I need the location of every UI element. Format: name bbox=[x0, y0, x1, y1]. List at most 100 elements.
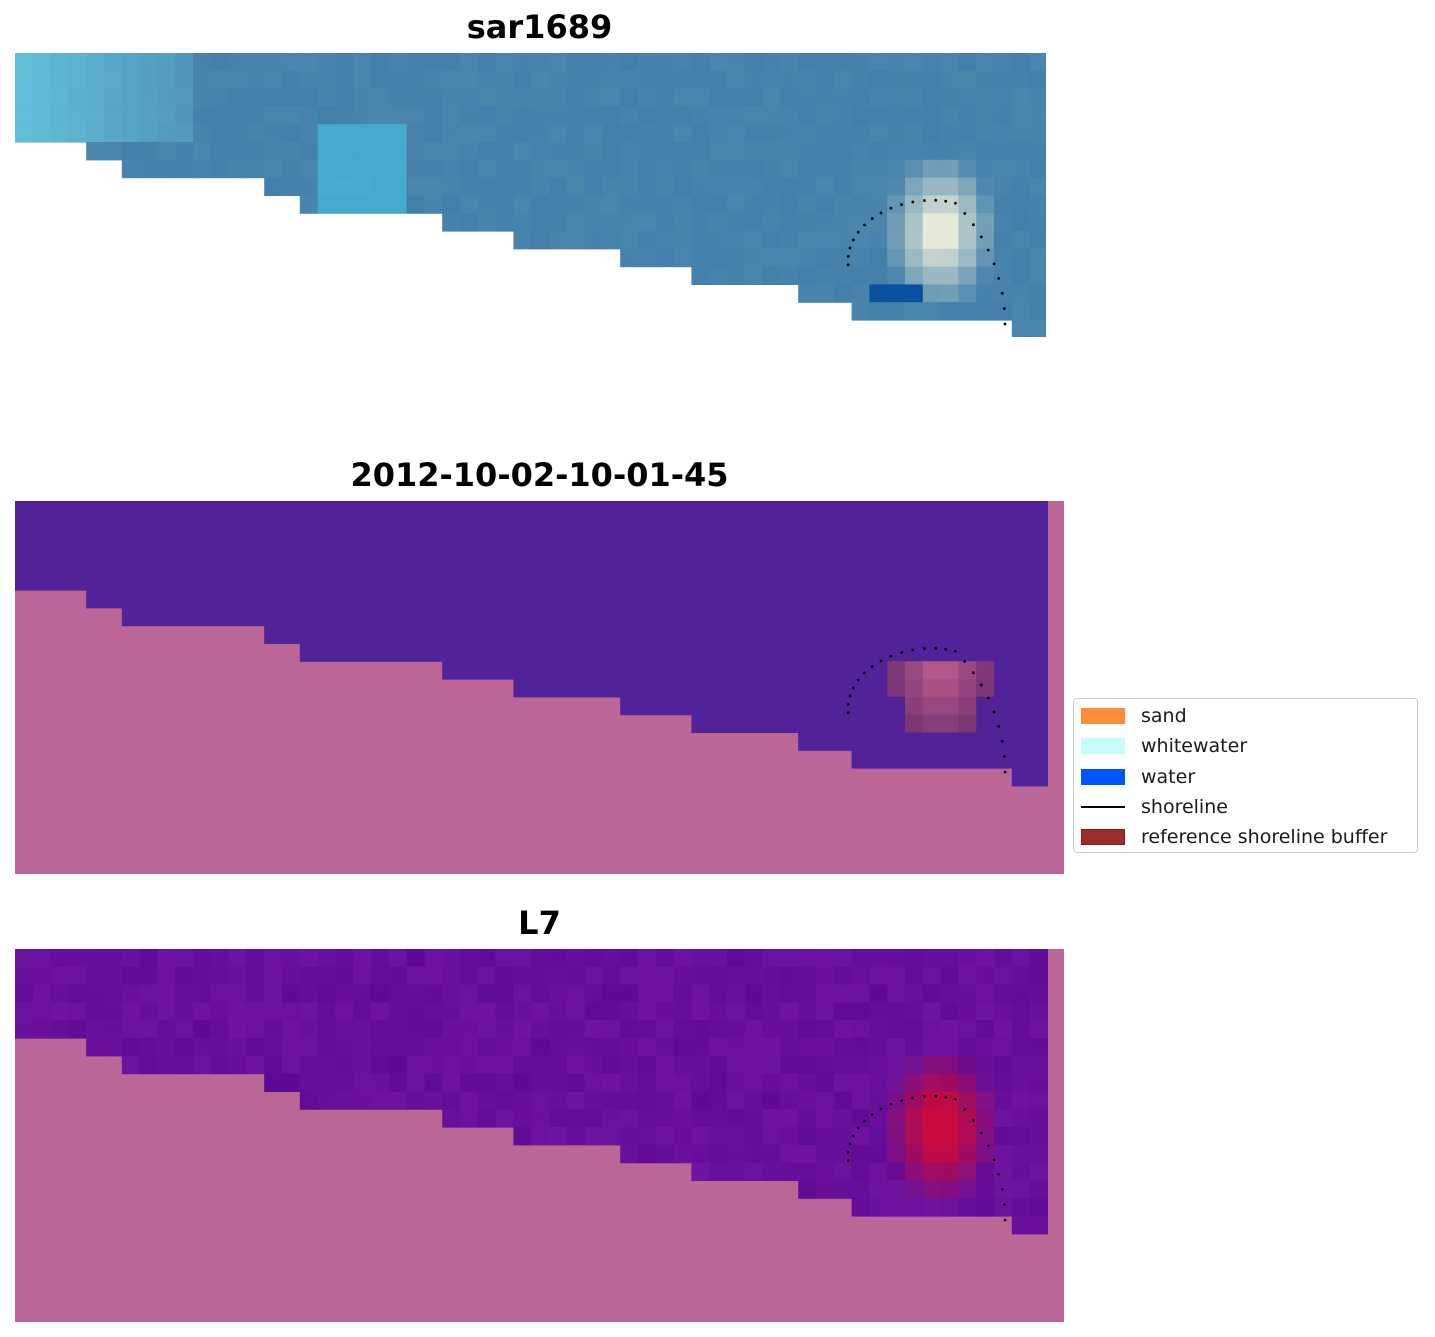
raster-pixel bbox=[513, 1002, 532, 1021]
raster-pixel bbox=[887, 248, 906, 268]
panel-title-3: L7 bbox=[518, 904, 561, 942]
raster-pixel bbox=[816, 501, 835, 520]
raster-pixel bbox=[442, 106, 461, 125]
shoreline-dot bbox=[997, 276, 1001, 280]
raster-pixel bbox=[335, 1002, 354, 1021]
raster-pixel bbox=[887, 1020, 906, 1039]
raster-pixel bbox=[816, 1127, 835, 1146]
raster-pixel bbox=[299, 124, 319, 143]
raster-pixel bbox=[460, 554, 479, 573]
raster-pixel bbox=[709, 1162, 728, 1181]
shoreline-dot bbox=[963, 1108, 967, 1111]
raster-pixel bbox=[833, 984, 853, 1003]
reference-buffer-swatch bbox=[1081, 829, 1125, 845]
raster-pixel bbox=[620, 966, 639, 986]
raster-pixel bbox=[566, 1055, 586, 1075]
raster-pixel bbox=[976, 1038, 995, 1057]
raster-pixel bbox=[994, 607, 1013, 627]
raster-pixel bbox=[727, 124, 746, 143]
raster-pixel bbox=[744, 1038, 764, 1057]
raster-pixel bbox=[976, 53, 995, 72]
shoreline-dot bbox=[986, 696, 990, 700]
raster-pixel bbox=[68, 949, 87, 968]
raster-pixel bbox=[371, 142, 390, 161]
classified-image-panel bbox=[15, 501, 1064, 874]
raster-pixel bbox=[424, 1091, 443, 1110]
raster-pixel bbox=[299, 607, 319, 627]
raster-pixel bbox=[798, 213, 817, 232]
raster-pixel bbox=[32, 106, 52, 125]
shoreline-dot bbox=[856, 230, 860, 234]
raster-pixel bbox=[1029, 1038, 1048, 1057]
raster-pixel bbox=[566, 1002, 586, 1021]
raster-pixel bbox=[833, 661, 853, 680]
raster-pixel bbox=[1011, 536, 1031, 555]
raster-pixel bbox=[121, 1055, 141, 1075]
raster-pixel bbox=[833, 70, 853, 90]
raster-pixel bbox=[638, 213, 657, 232]
raster-pixel bbox=[335, 590, 354, 609]
raster-pixel bbox=[709, 248, 728, 268]
raster-pixel bbox=[1029, 106, 1046, 125]
raster-pixel bbox=[442, 661, 461, 680]
raster-pixel bbox=[531, 159, 550, 179]
raster-pixel bbox=[264, 984, 283, 1003]
raster-pixel bbox=[371, 984, 390, 1003]
raster-pixel bbox=[406, 1055, 425, 1075]
raster-pixel bbox=[709, 1038, 728, 1057]
raster-pixel bbox=[1029, 750, 1048, 769]
raster-pixel bbox=[602, 142, 621, 161]
raster-pixel bbox=[762, 1073, 781, 1092]
raster-pixel bbox=[798, 124, 817, 143]
raster-pixel bbox=[32, 124, 52, 143]
raster-pixel bbox=[655, 88, 675, 107]
raster-pixel bbox=[922, 284, 942, 303]
raster-pixel bbox=[282, 966, 301, 986]
raster-pixel bbox=[762, 1127, 781, 1146]
raster-pixel bbox=[887, 750, 906, 769]
raster-pixel bbox=[371, 536, 390, 555]
raster-pixel bbox=[175, 536, 194, 555]
shoreline-dot bbox=[900, 203, 903, 206]
raster-pixel bbox=[816, 106, 835, 125]
raster-pixel bbox=[531, 572, 550, 591]
raster-pixel bbox=[157, 518, 176, 538]
raster-pixel bbox=[922, 1020, 942, 1039]
shoreline-dot bbox=[846, 702, 850, 706]
raster-pixel bbox=[709, 572, 728, 591]
raster-pixel bbox=[246, 590, 265, 609]
raster-pixel bbox=[762, 213, 781, 232]
raster-pixel bbox=[691, 1038, 710, 1057]
raster-pixel bbox=[887, 501, 906, 520]
raster-pixel bbox=[477, 142, 497, 161]
raster-pixel bbox=[887, 732, 906, 751]
raster-pixel bbox=[780, 572, 799, 591]
raster-pixel bbox=[958, 949, 977, 968]
raster-pixel bbox=[495, 53, 514, 72]
raster-pixel bbox=[371, 124, 390, 143]
raster-pixel bbox=[816, 714, 835, 733]
raster-pixel bbox=[371, 1002, 390, 1021]
raster-pixel bbox=[1011, 572, 1031, 591]
raster-pixel bbox=[620, 984, 639, 1003]
raster-pixel bbox=[994, 518, 1013, 538]
raster-pixel bbox=[193, 1020, 212, 1039]
raster-pixel bbox=[727, 1162, 746, 1181]
raster-pixel bbox=[139, 1038, 158, 1057]
raster-pixel bbox=[442, 554, 461, 573]
raster-pixel bbox=[602, 501, 621, 520]
raster-pixel bbox=[976, 88, 995, 107]
raster-pixel bbox=[994, 195, 1013, 214]
raster-pixel bbox=[15, 53, 34, 72]
raster-pixel bbox=[442, 625, 461, 644]
raster-pixel bbox=[638, 607, 657, 627]
raster-pixel bbox=[638, 679, 657, 698]
shoreline-dot bbox=[889, 206, 893, 210]
raster-pixel bbox=[869, 590, 888, 609]
raster-pixel bbox=[406, 177, 425, 196]
raster-pixel bbox=[976, 572, 995, 591]
raster-pixel bbox=[549, 231, 568, 250]
raster-pixel bbox=[655, 1091, 675, 1110]
raster-pixel bbox=[638, 984, 657, 1003]
raster-pixel bbox=[477, 607, 497, 627]
